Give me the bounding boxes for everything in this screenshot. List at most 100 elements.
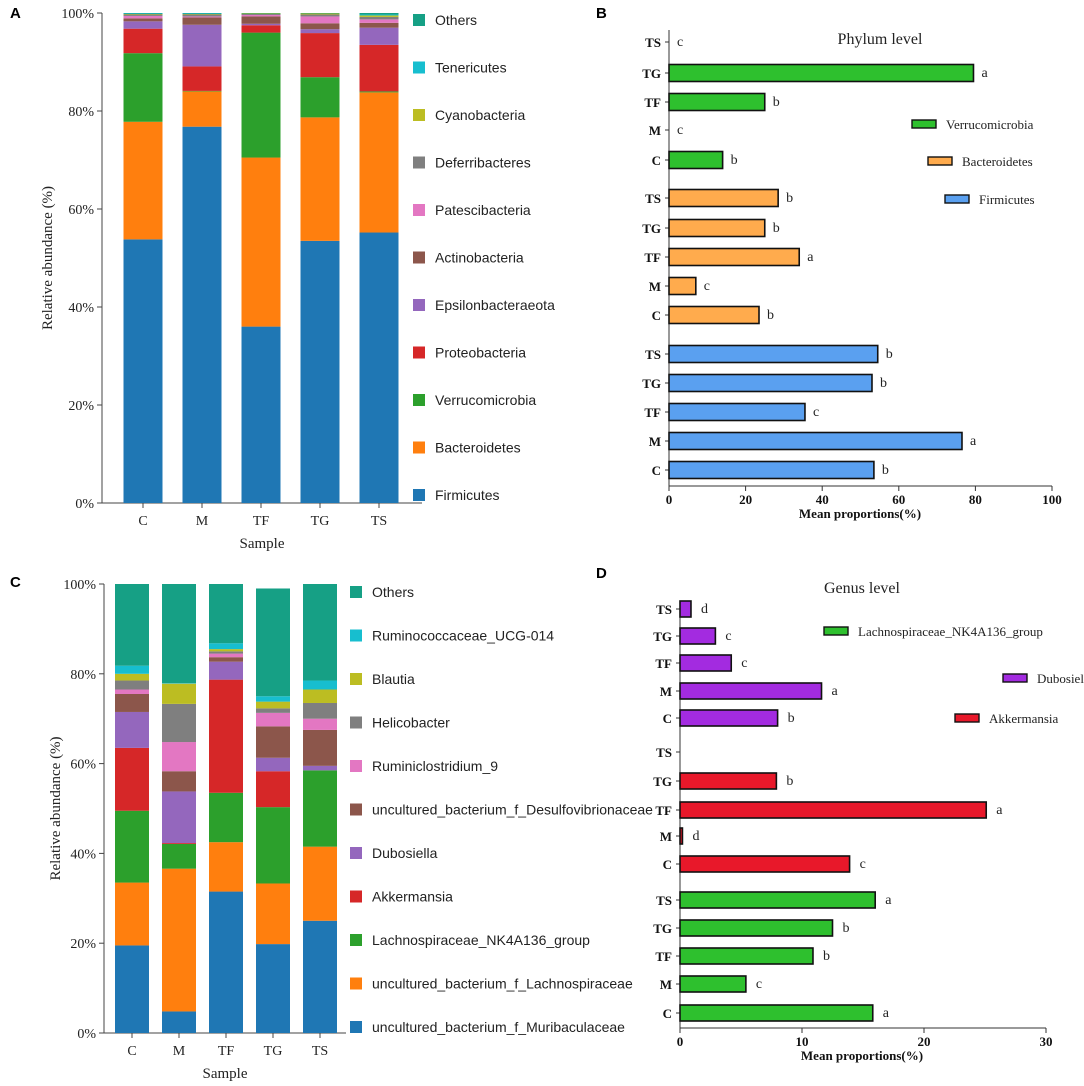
bar-segment-deferribacteres	[182, 14, 222, 17]
bar-segment-lachnospiraceae_nk4a136_group	[303, 770, 337, 847]
y-tick-label: 100%	[63, 578, 96, 593]
chart-title: Genus level	[824, 580, 901, 597]
x-tick-label: 20	[739, 492, 752, 507]
row-label: TG	[653, 921, 672, 936]
bar-segment-akkermansia	[256, 771, 290, 808]
significance-letter: b	[773, 221, 780, 236]
legend-label: Epsilonbacteraeota	[435, 297, 555, 313]
chart-title: Phylum level	[838, 31, 923, 48]
bar-lachnospiraceae_nk4a136_group	[679, 975, 747, 993]
significance-letter: b	[880, 376, 887, 391]
bar-segment-uncultured_bacterium_f_desulfovibrionaceae	[209, 657, 243, 662]
legend-swatch	[413, 346, 425, 359]
bar-akkermansia	[679, 772, 778, 790]
bar-segment-helicobacter	[209, 651, 243, 654]
bar-segment-bacteroidetes	[182, 91, 222, 127]
x-tick-label: 10	[796, 1034, 809, 1049]
x-tick-label: 40	[816, 492, 829, 507]
bar-bacteroidetes	[668, 218, 766, 238]
bar-segment-others	[209, 584, 243, 644]
bar-segment-others	[162, 584, 196, 684]
bar-segment-uncultured_bacterium_f_desulfovibrionaceae	[162, 771, 196, 792]
significance-letter: c	[860, 857, 866, 872]
y-tick-label: 0%	[77, 1027, 96, 1042]
legend-swatch	[413, 441, 425, 454]
bar-segment-blautia	[162, 683, 196, 704]
bar-segment-proteobacteria	[359, 44, 399, 92]
bar-segment-patescibacteria	[182, 16, 222, 18]
bar-bacteroidetes	[668, 188, 779, 208]
x-tick-label: TF	[253, 514, 270, 529]
significance-letter: b	[788, 711, 795, 726]
legend-label: Deferribacteres	[435, 155, 531, 171]
bar-segment-epsilonbacteraeota	[123, 21, 163, 29]
y-axis-title: Relative abundance (%)	[40, 186, 56, 330]
bar-segment-lachnospiraceae_nk4a136_group	[115, 810, 149, 883]
bar-segment-cyanobacteria	[300, 13, 340, 15]
bar-segment-firmicutes	[182, 126, 222, 504]
bar-segment-bacteroidetes	[359, 92, 399, 233]
x-tick-label: TF	[218, 1044, 235, 1059]
legend-swatch	[350, 760, 362, 772]
bar-segment-helicobacter	[303, 702, 337, 719]
bar-segment-helicobacter	[162, 703, 196, 743]
row-label: TS	[656, 745, 672, 760]
bar-akkermansia	[679, 801, 988, 819]
legend-swatch	[944, 194, 970, 204]
bar-segment-uncultured_bacterium_f_muribaculaceae	[209, 891, 243, 1033]
row-label: TF	[655, 949, 672, 964]
bar-segment-ruminococcaceae_ucg-014	[303, 680, 337, 690]
bar-segment-others	[256, 588, 290, 697]
bar-segment-others	[115, 584, 149, 666]
bar-segment-ruminococcaceae_ucg-014	[256, 696, 290, 702]
row-label: M	[660, 829, 672, 844]
bar-segment-lachnospiraceae_nk4a136_group	[162, 843, 196, 869]
significance-letter: b	[843, 921, 850, 936]
legend-swatch	[350, 629, 362, 642]
bar-bacteroidetes	[668, 305, 760, 325]
bar-segment-deferribacteres	[359, 16, 399, 20]
row-label: C	[663, 857, 672, 872]
legend-label: Akkermansia	[989, 711, 1059, 726]
significance-letter: a	[885, 893, 892, 908]
bar-segment-helicobacter	[256, 708, 290, 713]
significance-letter: a	[883, 1006, 890, 1021]
row-label: M	[649, 434, 661, 449]
significance-letter: a	[996, 803, 1003, 818]
row-label: TG	[642, 376, 661, 391]
row-label: TF	[655, 656, 672, 671]
legend-label: Others	[372, 584, 414, 600]
bar-segment-cyanobacteria	[359, 15, 399, 17]
bar-segment-bacteroidetes	[241, 157, 281, 327]
bar-segment-firmicutes	[359, 232, 399, 503]
legend-label: Dubosiella	[372, 845, 438, 861]
bar-segment-epsilonbacteraeota	[182, 24, 222, 67]
bar-segment-lachnospiraceae_nk4a136_group	[209, 792, 243, 843]
row-label: TF	[644, 250, 661, 265]
y-tick-label: 40%	[68, 301, 94, 316]
legend-swatch	[350, 716, 362, 729]
legend-label: Bacteroidetes	[962, 154, 1033, 169]
bar-segment-akkermansia	[115, 747, 149, 811]
legend-swatch	[413, 394, 425, 406]
legend-label: Ruminococcaceae_UCG-014	[372, 628, 554, 644]
significance-letter: a	[807, 250, 814, 265]
legend-swatch	[413, 14, 425, 26]
significance-letter: d	[701, 602, 708, 617]
bar-segment-actinobacteria	[182, 17, 222, 25]
bar-akkermansia	[679, 855, 851, 873]
bar-akkermansia	[679, 827, 684, 845]
bar-segment-verrucomicrobia	[241, 32, 281, 158]
x-tick-label: M	[196, 514, 209, 529]
bar-segment-others	[359, 13, 399, 15]
legend-label: uncultured_bacterium_f_Desulfovibrionace…	[372, 802, 653, 818]
bar-segment-uncultured_bacterium_f_lachnospiraceae	[115, 882, 149, 946]
row-label: C	[652, 463, 661, 478]
x-tick-label: M	[173, 1044, 186, 1059]
legend-label: Ruminiclostridium_9	[372, 758, 498, 774]
legend-swatch	[413, 251, 425, 264]
bar-segment-akkermansia	[209, 679, 243, 793]
bar-segment-uncultured_bacterium_f_muribaculaceae	[115, 945, 149, 1033]
bar-segment-ruminiclostridium_9	[256, 712, 290, 727]
